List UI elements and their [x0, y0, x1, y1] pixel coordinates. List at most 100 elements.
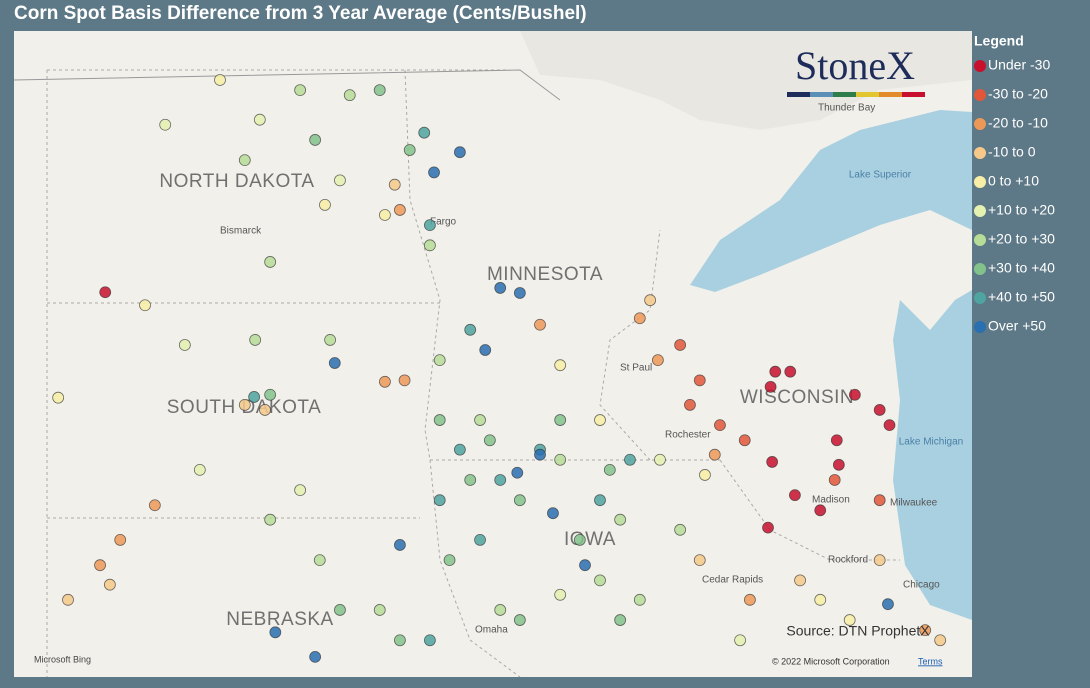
legend-label: Over +50 [988, 318, 1046, 334]
station-point [594, 414, 606, 426]
station-point [828, 474, 841, 486]
station-point [398, 374, 411, 387]
city-label: Chicago [903, 580, 940, 591]
station-point [513, 494, 526, 507]
station-point [394, 634, 406, 647]
station-point [554, 588, 567, 601]
station-point [832, 458, 845, 471]
station-point [651, 354, 664, 367]
station-point [309, 650, 322, 663]
station-point [494, 604, 507, 616]
station-point [238, 154, 251, 167]
legend-swatch [974, 321, 986, 333]
station-point [264, 388, 277, 401]
logo: StoneX [795, 43, 915, 88]
station-point [873, 404, 886, 416]
station-point [424, 219, 436, 232]
station-point [148, 499, 161, 512]
station-point [294, 84, 307, 97]
station-point [674, 339, 687, 351]
station-point [474, 414, 486, 426]
station-point [594, 574, 606, 587]
legend-swatch [974, 292, 986, 304]
station-point [319, 198, 331, 211]
station-point [934, 634, 947, 647]
station-point [814, 504, 827, 517]
station-point [443, 554, 456, 567]
station-point [474, 534, 486, 546]
legend-label: 0 to +10 [988, 173, 1039, 189]
station-point [99, 286, 112, 299]
city-label: St Paul [620, 363, 652, 374]
station-point [494, 474, 507, 486]
station-point [483, 434, 496, 447]
station-point [479, 344, 492, 356]
station-point [614, 513, 627, 526]
city-label: Fargo [430, 217, 457, 228]
station-point [513, 614, 526, 626]
station-point [684, 398, 696, 411]
state-label: MINNESOTA [487, 264, 603, 285]
station-point [573, 534, 586, 546]
station-point [814, 593, 827, 606]
station-point [428, 166, 440, 179]
station-point [238, 398, 251, 411]
station-point [259, 404, 271, 416]
station-point [334, 604, 346, 616]
legend-label: -30 to -20 [988, 86, 1048, 102]
station-point [624, 453, 636, 466]
station-point [433, 414, 446, 426]
station-point [193, 463, 206, 476]
station-point [403, 144, 416, 156]
city-label: Rockford [828, 555, 868, 566]
station-point [830, 434, 843, 447]
state-label: WISCONSIN [740, 387, 854, 408]
station-point [594, 494, 606, 507]
station-point [554, 414, 567, 426]
city-label: Bismarck [220, 226, 262, 237]
legend-label: +40 to +50 [988, 289, 1055, 305]
station-point [738, 434, 751, 447]
station-point [103, 578, 116, 591]
station-point [453, 146, 466, 159]
station-point [159, 118, 172, 131]
legend-label: -10 to 0 [988, 144, 1036, 160]
lake-superior [690, 110, 972, 292]
station-point [433, 494, 446, 507]
station-point [433, 354, 446, 367]
city-label: Cedar Rapids [702, 575, 763, 586]
lake-label: Lake Michigan [899, 437, 963, 448]
station-point [883, 419, 896, 432]
city-label: Thunder Bay [818, 103, 875, 114]
station-point [424, 239, 436, 252]
station-point [766, 456, 779, 468]
station-point [464, 323, 477, 336]
station-point [388, 178, 401, 191]
station-point [579, 559, 591, 572]
station-point [769, 365, 782, 378]
station-point [744, 593, 756, 606]
legend-label: Under -30 [988, 57, 1050, 73]
station-point [633, 593, 646, 606]
station-point [614, 614, 627, 626]
station-point [394, 204, 406, 216]
station-point [178, 339, 191, 351]
station-point [699, 469, 711, 481]
legend-label: -20 to -10 [988, 115, 1048, 131]
station-point [52, 391, 65, 404]
station-point [554, 453, 567, 466]
station-point [794, 574, 806, 587]
legend-swatch [974, 147, 986, 159]
station-point [633, 312, 646, 325]
city-label: Rochester [665, 430, 711, 441]
station-point [249, 334, 262, 346]
station-point [313, 554, 326, 567]
station-point [328, 357, 341, 369]
station-point [693, 554, 706, 567]
station-point [453, 443, 466, 456]
points [52, 74, 947, 663]
station-point [494, 282, 507, 294]
station-point [843, 614, 856, 626]
terms-link[interactable]: Terms [918, 656, 943, 666]
